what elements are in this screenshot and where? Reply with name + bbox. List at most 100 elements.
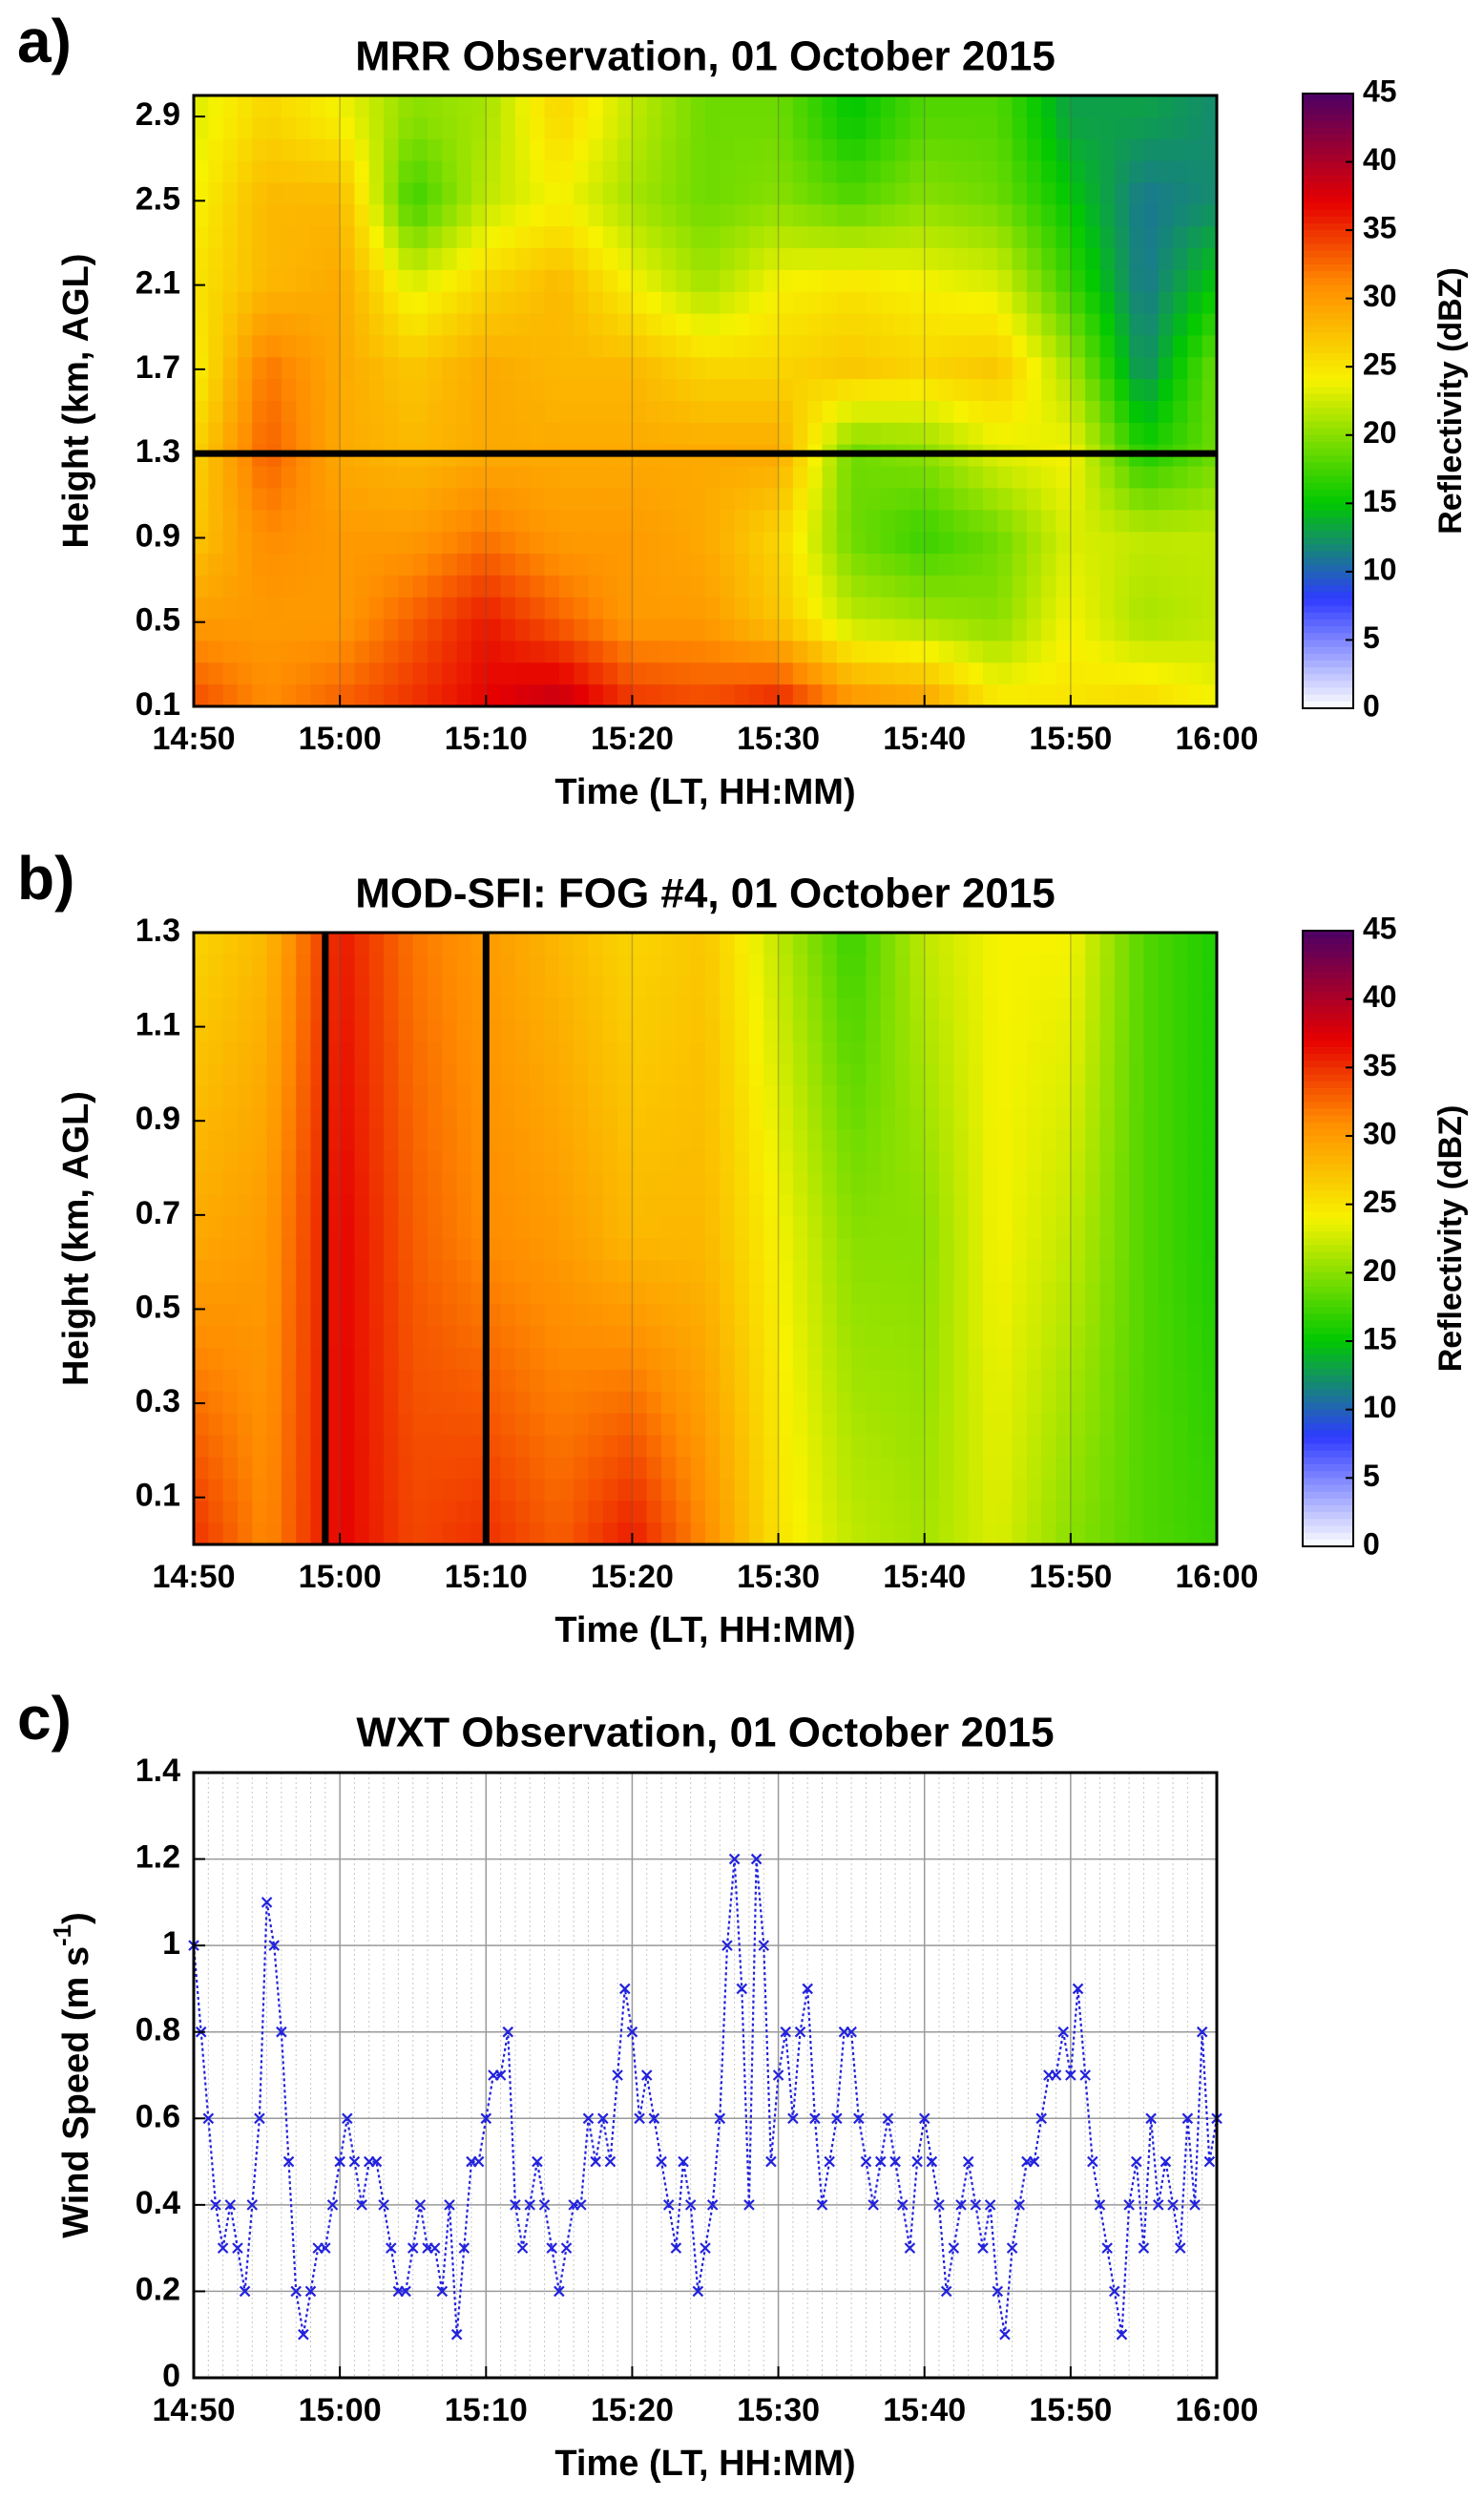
heatmap-cell <box>807 116 824 140</box>
heatmap-cell <box>924 510 940 533</box>
heatmap-cell <box>1099 204 1116 227</box>
heatmap-cell <box>836 575 852 598</box>
heatmap-cell <box>486 248 502 271</box>
heatmap-cell <box>208 291 224 315</box>
colorbar-swatch <box>1303 175 1353 183</box>
heatmap-cell <box>1041 1019 1057 1043</box>
heatmap-cell <box>384 116 399 140</box>
heatmap-cell <box>310 466 326 490</box>
heatmap-cell <box>558 1194 575 1218</box>
heatmap-cell <box>1041 597 1057 620</box>
heatmap-cell <box>1041 379 1057 402</box>
x-axis-label: Time (LT, HH:MM) <box>554 1610 855 1650</box>
heatmap-cell <box>982 1457 998 1480</box>
heatmap-cell <box>953 269 970 293</box>
wind-speed-point <box>728 1853 741 1865</box>
heatmap-cell <box>676 1019 692 1043</box>
heatmap-cell <box>632 1435 648 1459</box>
heatmap-cell <box>530 1391 546 1415</box>
heatmap-cell <box>222 1063 239 1086</box>
heatmap-cell <box>632 226 648 249</box>
colorbar-swatch <box>1303 401 1353 409</box>
heatmap-cell <box>1070 488 1086 511</box>
heatmap-cell <box>748 1260 764 1283</box>
heatmap-cell <box>822 1479 838 1502</box>
heatmap-cell <box>1173 1457 1188 1480</box>
heatmap-cell <box>939 684 954 707</box>
heatmap-cell <box>632 182 648 205</box>
heatmap-cell <box>588 998 604 1021</box>
colorbar-swatch <box>1303 339 1353 347</box>
heatmap-cell <box>851 1413 867 1437</box>
heatmap-cell <box>705 1172 721 1196</box>
heatmap-cell <box>924 466 940 490</box>
heatmap-cell <box>646 422 662 446</box>
heatmap-cell <box>428 619 443 642</box>
heatmap-cell <box>895 182 910 205</box>
colorbar-swatch <box>1303 516 1353 525</box>
heatmap-cell <box>324 116 341 140</box>
heatmap-cell <box>661 138 677 162</box>
heatmap-cell <box>602 662 618 685</box>
heatmap-cell <box>574 1129 590 1152</box>
heatmap-cell <box>470 401 487 424</box>
wind-speed-point <box>1014 2199 1026 2211</box>
heatmap-cell <box>734 1216 750 1240</box>
heatmap-cell <box>486 1238 502 1261</box>
heatmap-cell <box>1099 1391 1116 1415</box>
wind-speed-point <box>1087 2155 1098 2168</box>
heatmap-cell <box>851 575 867 598</box>
heatmap-cell <box>1173 1479 1188 1502</box>
heatmap-cell <box>442 488 458 511</box>
heatmap-cell <box>237 357 253 380</box>
heatmap-cell <box>676 1194 692 1218</box>
heatmap-cell <box>661 248 677 271</box>
heatmap-cell <box>1041 1238 1057 1261</box>
heatmap-cell <box>895 1347 910 1371</box>
heatmap-cell <box>588 1413 604 1437</box>
heatmap-cell <box>194 575 209 598</box>
heatmap-cell <box>734 335 750 358</box>
heatmap-cell <box>1012 1282 1028 1305</box>
heatmap-cell <box>237 1238 253 1261</box>
heatmap-cell <box>1026 226 1042 249</box>
heatmap-cell <box>924 1304 940 1327</box>
heatmap-cell <box>909 510 926 533</box>
heatmap-cell <box>266 1369 282 1393</box>
heatmap-cell <box>194 226 209 249</box>
heatmap-cell <box>1026 976 1042 999</box>
wind-speed-point <box>948 2242 960 2254</box>
heatmap-cell <box>398 1085 414 1108</box>
heatmap-cell <box>194 1522 209 1545</box>
heatmap-cell <box>588 138 604 162</box>
heatmap-cell <box>354 1107 370 1130</box>
heatmap-cell <box>968 335 984 358</box>
heatmap-cell <box>968 1019 984 1043</box>
heatmap-cell <box>574 684 590 707</box>
heatmap-cell <box>851 1347 867 1371</box>
heatmap-cell <box>1012 204 1028 227</box>
heatmap-cell <box>968 422 984 446</box>
heatmap-cell <box>324 1501 341 1523</box>
heatmap-cell <box>705 422 721 446</box>
heatmap-cell <box>632 335 648 358</box>
heatmap-cell <box>734 619 750 642</box>
heatmap-cell <box>1158 976 1174 999</box>
heatmap-cell <box>836 619 852 642</box>
heatmap-cell <box>807 226 824 249</box>
heatmap-cell <box>398 1347 414 1371</box>
heatmap-cell <box>661 510 677 533</box>
heatmap-cell <box>252 269 268 293</box>
colorbar-tick-label: 10 <box>1363 552 1397 586</box>
heatmap-cell <box>340 976 356 999</box>
heatmap-cell <box>1012 1260 1028 1283</box>
heatmap-cell <box>1158 1369 1174 1393</box>
colorbar-swatch <box>1303 462 1353 471</box>
heatmap-cell <box>705 379 721 402</box>
heatmap-cell <box>968 1522 984 1545</box>
heatmap-cell <box>705 1063 721 1086</box>
heatmap-cell <box>866 160 882 184</box>
heatmap-cell <box>602 684 618 707</box>
heatmap-cell <box>398 138 414 162</box>
colorbar-swatch <box>1303 263 1353 272</box>
